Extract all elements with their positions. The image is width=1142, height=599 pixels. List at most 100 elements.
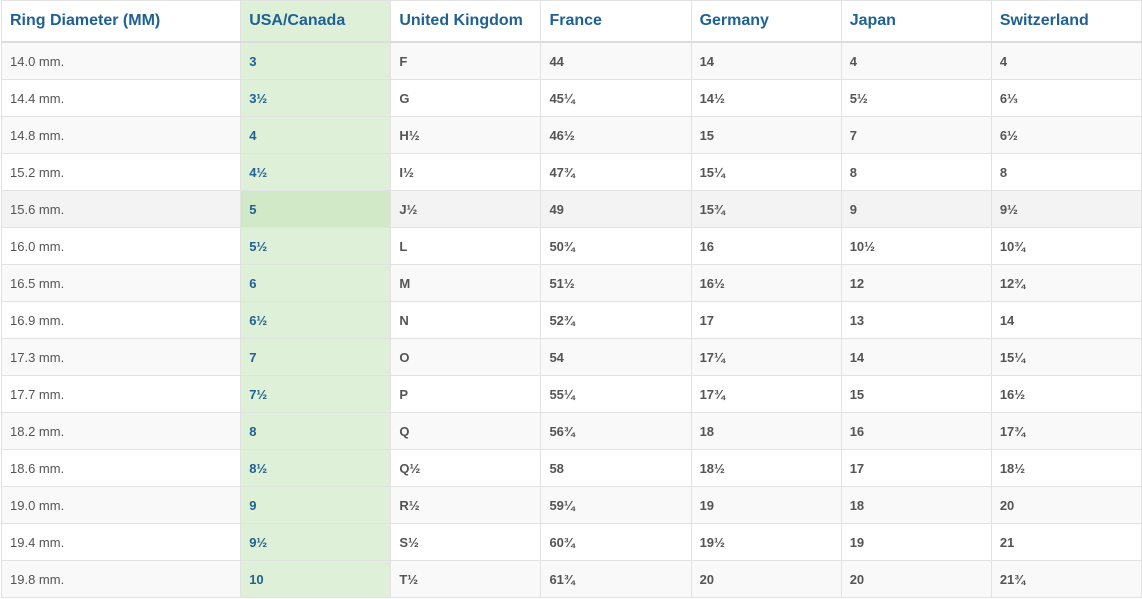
cell-japan: 14 — [840, 338, 992, 376]
cell-united-kingdom: P — [390, 375, 542, 413]
cell-france: 49 — [540, 190, 692, 228]
column-header-united-kingdom: United Kingdom — [390, 0, 542, 43]
column-header-switzerland: Switzerland — [990, 0, 1142, 43]
cell-usa-canada: 8 — [240, 412, 392, 450]
cell-germany: 20 — [690, 560, 842, 598]
cell-germany: 17¾ — [690, 375, 842, 413]
table-row: 14.8 mm. 4 H½ 46½ 15 7 6½ — [0, 116, 1142, 154]
cell-france: 46½ — [540, 116, 692, 154]
table-row: 18.6 mm. 8½ Q½ 58 18½ 17 18½ — [0, 449, 1142, 487]
cell-france: 60¾ — [540, 523, 692, 561]
table-row: 17.7 mm. 7½ P 55¼ 17¾ 15 16½ — [0, 375, 1142, 413]
column-header-france: France — [540, 0, 692, 43]
table-row: 19.4 mm. 9½ S½ 60¾ 19½ 19 21 — [0, 523, 1142, 561]
cell-united-kingdom: M — [390, 264, 542, 302]
column-header-japan: Japan — [840, 0, 992, 43]
cell-japan: 7 — [840, 116, 992, 154]
cell-united-kingdom: S½ — [390, 523, 542, 561]
header-row: Ring Diameter (MM) USA/Canada United Kingd… — [0, 0, 1142, 43]
cell-switzerland: 9½ — [990, 190, 1142, 228]
table-row: 16.5 mm. 6 M 51½ 16½ 12 12¾ — [0, 264, 1142, 302]
cell-germany: 17¼ — [690, 338, 842, 376]
cell-ring-diameter: 19.4 mm. — [0, 523, 242, 561]
cell-united-kingdom: T½ — [390, 560, 542, 598]
cell-usa-canada: 8½ — [240, 449, 392, 487]
cell-switzerland: 16½ — [990, 375, 1142, 413]
cell-united-kingdom: J½ — [390, 190, 542, 228]
cell-france: 44 — [540, 41, 692, 80]
cell-ring-diameter: 15.6 mm. — [0, 190, 242, 228]
cell-ring-diameter: 18.2 mm. — [0, 412, 242, 450]
table-row: 17.3 mm. 7 O 54 17¼ 14 15¼ — [0, 338, 1142, 376]
cell-france: 51½ — [540, 264, 692, 302]
cell-france: 50¾ — [540, 227, 692, 265]
column-header-ring-diameter: Ring Diameter (MM) — [0, 0, 242, 43]
cell-japan: 12 — [840, 264, 992, 302]
cell-ring-diameter: 16.9 mm. — [0, 301, 242, 339]
cell-ring-diameter: 19.0 mm. — [0, 486, 242, 524]
cell-united-kingdom: N — [390, 301, 542, 339]
cell-ring-diameter: 16.5 mm. — [0, 264, 242, 302]
cell-ring-diameter: 18.6 mm. — [0, 449, 242, 487]
cell-france: 54 — [540, 338, 692, 376]
cell-united-kingdom: F — [390, 41, 542, 80]
cell-japan: 8 — [840, 153, 992, 191]
cell-japan: 9 — [840, 190, 992, 228]
cell-ring-diameter: 14.4 mm. — [0, 79, 242, 117]
cell-usa-canada: 9 — [240, 486, 392, 524]
cell-ring-diameter: 17.7 mm. — [0, 375, 242, 413]
cell-usa-canada: 10 — [240, 560, 392, 598]
cell-united-kingdom: O — [390, 338, 542, 376]
cell-japan: 4 — [840, 41, 992, 80]
cell-switzerland: 20 — [990, 486, 1142, 524]
cell-switzerland: 4 — [990, 41, 1142, 80]
cell-germany: 14 — [690, 41, 842, 80]
cell-usa-canada: 4 — [240, 116, 392, 154]
cell-germany: 19 — [690, 486, 842, 524]
cell-ring-diameter: 19.8 mm. — [0, 560, 242, 598]
cell-france: 58 — [540, 449, 692, 487]
cell-japan: 16 — [840, 412, 992, 450]
cell-switzerland: 8 — [990, 153, 1142, 191]
table-row: 15.2 mm. 4½ I½ 47¾ 15¼ 8 8 — [0, 153, 1142, 191]
cell-usa-canada: 9½ — [240, 523, 392, 561]
table-row: 19.0 mm. 9 R½ 59¼ 19 18 20 — [0, 486, 1142, 524]
cell-germany: 15 — [690, 116, 842, 154]
cell-france: 59¼ — [540, 486, 692, 524]
cell-japan: 15 — [840, 375, 992, 413]
cell-switzerland: 21¾ — [990, 560, 1142, 598]
table-row: 18.2 mm. 8 Q 56¾ 18 16 17¾ — [0, 412, 1142, 450]
cell-france: 52¾ — [540, 301, 692, 339]
cell-germany: 19½ — [690, 523, 842, 561]
cell-usa-canada: 6 — [240, 264, 392, 302]
cell-germany: 17 — [690, 301, 842, 339]
cell-japan: 18 — [840, 486, 992, 524]
cell-united-kingdom: G — [390, 79, 542, 117]
cell-japan: 17 — [840, 449, 992, 487]
cell-germany: 18 — [690, 412, 842, 450]
cell-germany: 18½ — [690, 449, 842, 487]
cell-japan: 10½ — [840, 227, 992, 265]
cell-switzerland: 10¾ — [990, 227, 1142, 265]
cell-france: 61¾ — [540, 560, 692, 598]
cell-switzerland: 6⅓ — [990, 79, 1142, 117]
cell-usa-canada: 6½ — [240, 301, 392, 339]
cell-switzerland: 12¾ — [990, 264, 1142, 302]
table-row: 14.0 mm. 3 F 44 14 4 4 — [0, 41, 1142, 80]
cell-usa-canada: 4½ — [240, 153, 392, 191]
cell-germany: 15¾ — [690, 190, 842, 228]
table-row: 15.6 mm. 5 J½ 49 15¾ 9 9½ — [0, 190, 1142, 228]
table-row: 19.8 mm. 10 T½ 61¾ 20 20 21¾ — [0, 560, 1142, 598]
cell-united-kingdom: L — [390, 227, 542, 265]
cell-ring-diameter: 15.2 mm. — [0, 153, 242, 191]
cell-usa-canada: 5½ — [240, 227, 392, 265]
table-row: 16.9 mm. 6½ N 52¾ 17 13 14 — [0, 301, 1142, 339]
cell-usa-canada: 7½ — [240, 375, 392, 413]
cell-united-kingdom: Q½ — [390, 449, 542, 487]
cell-germany: 16½ — [690, 264, 842, 302]
column-header-germany: Germany — [690, 0, 842, 43]
cell-japan: 19 — [840, 523, 992, 561]
cell-united-kingdom: I½ — [390, 153, 542, 191]
table-row: 14.4 mm. 3½ G 45¼ 14½ 5½ 6⅓ — [0, 79, 1142, 117]
